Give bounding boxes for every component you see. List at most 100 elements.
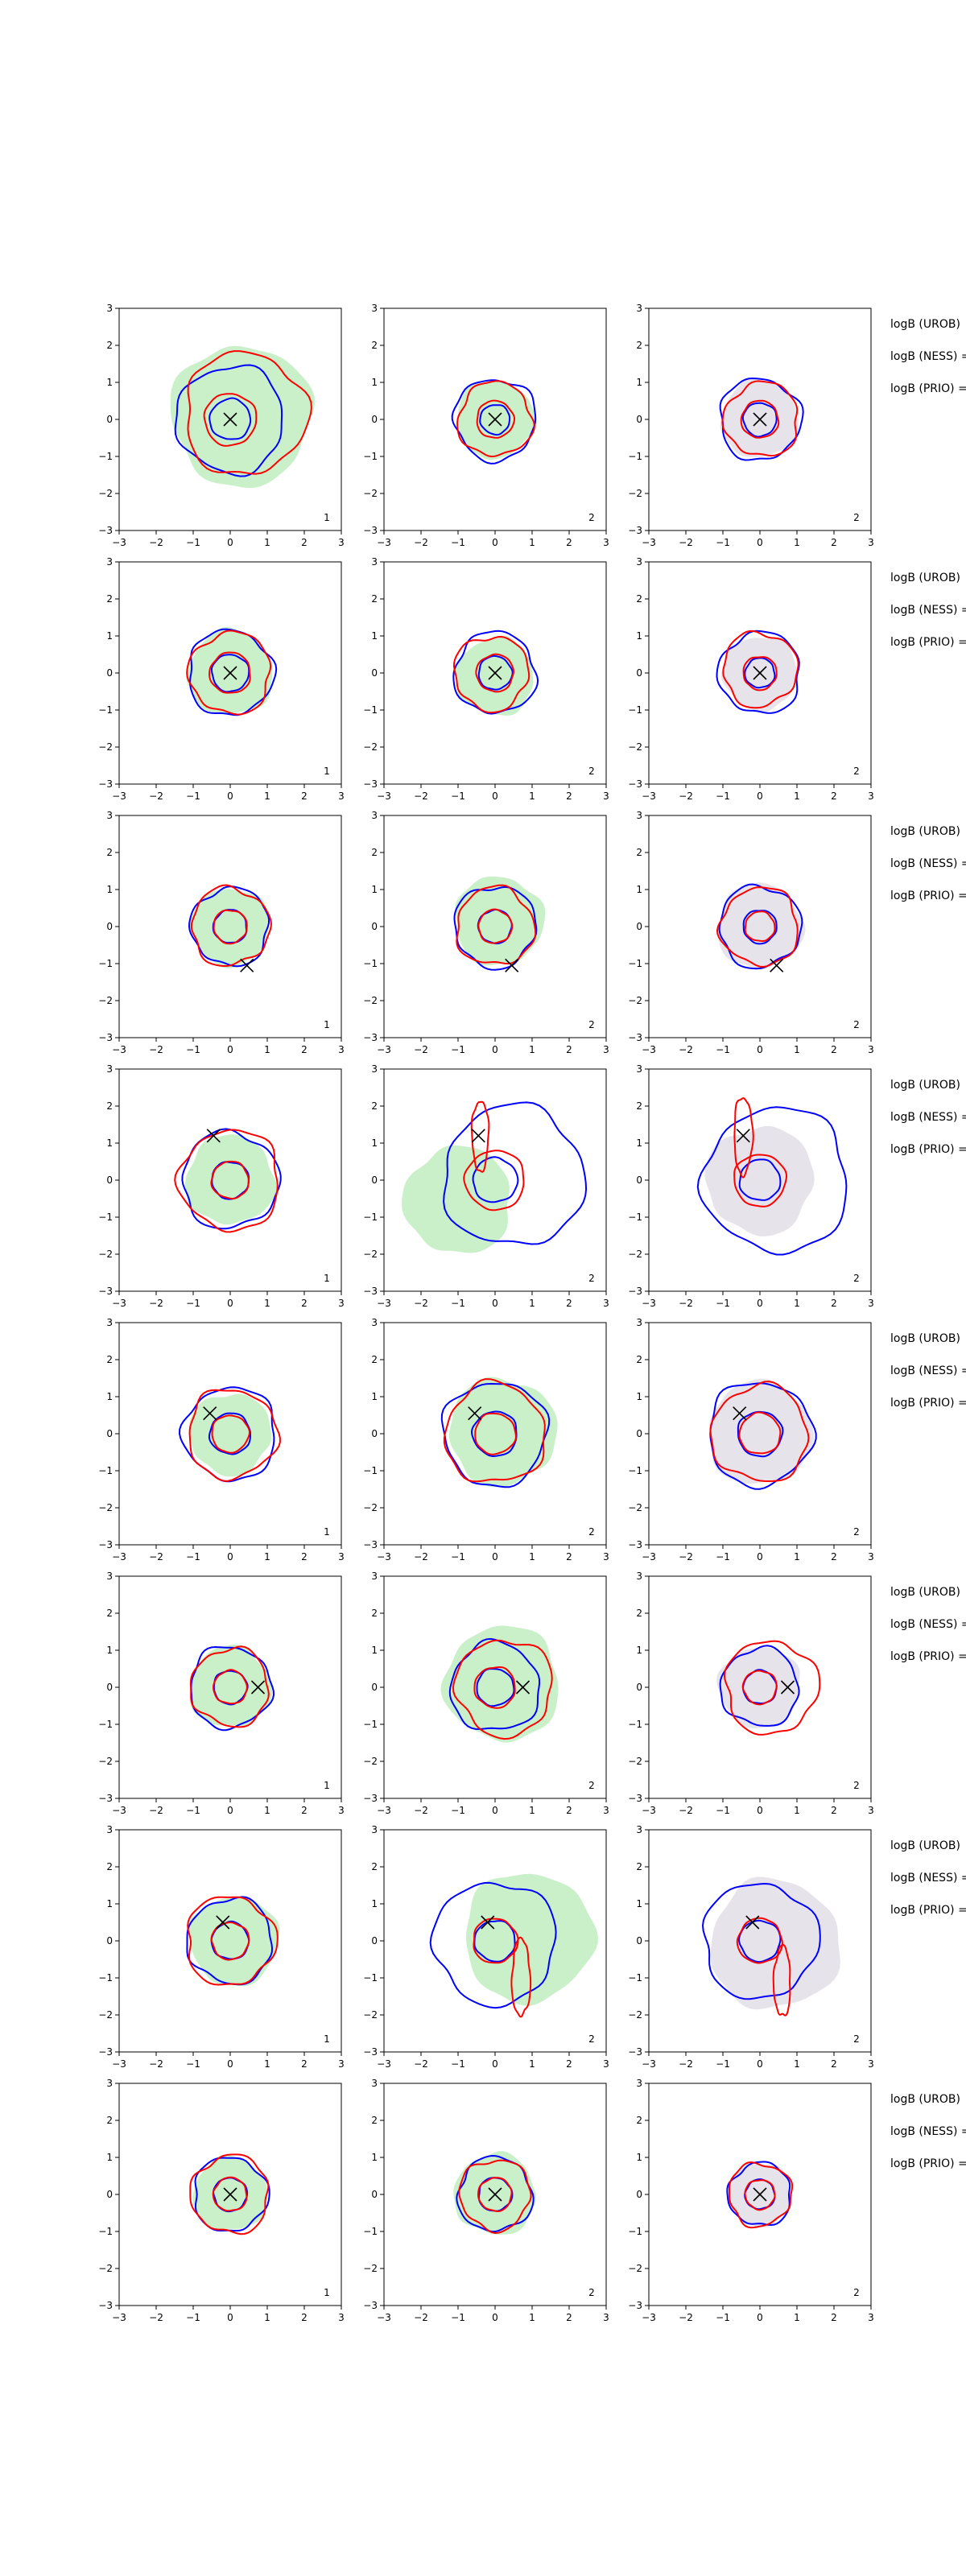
red-contour (210, 1921, 250, 1961)
y-tick-label: −3 (98, 2300, 113, 2311)
plot-area (452, 630, 539, 716)
true-value-marker (223, 2187, 237, 2202)
red-contour (740, 399, 780, 439)
blue-contour (701, 1882, 821, 2000)
y-tick-label: 0 (636, 1428, 642, 1439)
x-tick-label: 2 (301, 537, 308, 548)
x-tick-label: −1 (716, 1551, 730, 1563)
y-tick-label: −2 (628, 488, 642, 499)
red-contour (723, 1640, 821, 1736)
x-tick-label: −2 (414, 1044, 428, 1055)
y-tick-label: 3 (106, 556, 113, 568)
panel-r8-c2: −3 −2 −1 0 1 2 3 −3 −2 −1 0 1 2 3 2 (363, 2078, 609, 2323)
x-tick-label: 3 (603, 1298, 609, 1309)
y-tick-label: −2 (98, 1249, 113, 1260)
blue-contour (470, 1410, 518, 1458)
x-tick-label: 1 (794, 1298, 800, 1309)
x-tick-label: 1 (264, 537, 270, 548)
y-tick-label: −1 (98, 451, 113, 462)
plot-area (189, 2153, 270, 2235)
y-tick-label: 0 (636, 921, 642, 932)
row-label: logB (UROB) (890, 1839, 960, 1852)
red-contour (477, 908, 514, 944)
true-value-marker (203, 1406, 217, 1421)
panel-corner-label: 2 (853, 766, 860, 777)
red-contour (475, 653, 515, 693)
x-tick-label: −1 (186, 2312, 200, 2323)
panel-r7-c2: −3 −2 −1 0 1 2 3 −3 −2 −1 0 1 2 3 2 (363, 1824, 609, 2070)
red-contour (213, 909, 248, 945)
true-value-marker (505, 958, 519, 972)
panel-corner-label: 1 (324, 1019, 330, 1030)
y-tick-label: 1 (636, 377, 642, 388)
y-tick-label: 3 (636, 2078, 642, 2089)
true-value-marker (745, 1915, 760, 1930)
x-tick-label: 1 (529, 2058, 535, 2070)
density-fill-inner (473, 1402, 533, 1461)
plot-area (402, 1100, 588, 1253)
y-tick-label: −3 (98, 1286, 113, 1297)
y-tick-label: 2 (636, 1608, 642, 1619)
x-tick-label: −1 (451, 2312, 465, 2323)
y-tick-label: 0 (371, 1935, 378, 1946)
y-tick-label: 3 (636, 303, 642, 314)
y-tick-label: 3 (106, 810, 113, 821)
x-tick-label: 3 (603, 537, 609, 548)
x-tick-label: 2 (301, 1805, 308, 1816)
y-tick-label: 3 (371, 303, 378, 314)
panel-r6-c3: −3 −2 −1 0 1 2 3 −3 −2 −1 0 1 2 3 2 (628, 1571, 874, 1816)
x-tick-label: −2 (149, 791, 163, 802)
y-tick-label: −2 (628, 1502, 642, 1513)
y-tick-label: 1 (371, 2152, 378, 2163)
x-tick-label: −3 (112, 1044, 126, 1055)
y-tick-label: 1 (106, 1137, 113, 1149)
y-tick-label: 1 (636, 630, 642, 642)
y-tick-label: −3 (363, 1539, 378, 1550)
x-tick-label: 3 (868, 1805, 874, 1816)
x-tick-label: 3 (338, 1298, 345, 1309)
x-tick-label: 0 (757, 1298, 763, 1309)
y-tick-label: 1 (371, 630, 378, 642)
x-tick-label: −3 (642, 2058, 656, 2070)
x-tick-label: 2 (831, 1805, 837, 1816)
true-value-marker (753, 412, 767, 427)
x-tick-label: 1 (529, 1044, 535, 1055)
y-tick-label: 1 (371, 377, 378, 388)
x-tick-label: −2 (149, 1551, 163, 1563)
y-tick-label: −3 (98, 1539, 113, 1550)
true-value-marker (515, 1680, 530, 1695)
row-label: logB (UROB) (890, 825, 960, 838)
panel-r8-c3: −3 −2 −1 0 1 2 3 −3 −2 −1 0 1 2 3 2 (628, 2078, 874, 2323)
red-contour (186, 630, 272, 716)
x-tick-label: −3 (112, 2058, 126, 2070)
x-tick-label: −1 (716, 1044, 730, 1055)
panel-corner-label: 2 (588, 1780, 595, 1791)
plot-area (716, 630, 800, 714)
y-tick-label: −2 (98, 2263, 113, 2274)
y-tick-label: 0 (636, 1935, 642, 1946)
row-labels-2: logB (UROB) logB (NESS) = logB (PRIO) = (890, 572, 966, 649)
true-value-marker (753, 2187, 767, 2202)
density-fill-inner (428, 1172, 488, 1232)
blue-contour (716, 630, 800, 714)
row-labels-6: logB (UROB) logB (NESS) = logB (PRIO) = (890, 1586, 966, 1663)
y-tick-label: 2 (106, 847, 113, 858)
plot-area (429, 1873, 598, 2018)
panel-corner-label: 2 (853, 1780, 860, 1791)
y-tick-label: −3 (98, 1793, 113, 1804)
x-tick-label: 3 (338, 791, 345, 802)
panel-r1-c2: −3 −2 −1 0 1 2 3 −3 −2 −1 0 1 2 3 2 (363, 303, 609, 548)
x-tick-label: 3 (338, 2058, 345, 2070)
y-tick-label: −3 (363, 778, 378, 790)
y-tick-label: −3 (98, 2046, 113, 2058)
y-tick-label: −3 (628, 1539, 642, 1550)
x-tick-label: 1 (264, 2312, 270, 2323)
y-tick-label: 3 (636, 1063, 642, 1075)
y-tick-label: −2 (363, 1249, 378, 1260)
x-tick-label: −3 (377, 1044, 391, 1055)
x-tick-label: −3 (377, 1298, 391, 1309)
y-tick-label: 0 (106, 921, 113, 932)
y-tick-label: −1 (628, 704, 642, 716)
x-tick-label: 0 (757, 791, 763, 802)
y-tick-label: −2 (363, 995, 378, 1006)
